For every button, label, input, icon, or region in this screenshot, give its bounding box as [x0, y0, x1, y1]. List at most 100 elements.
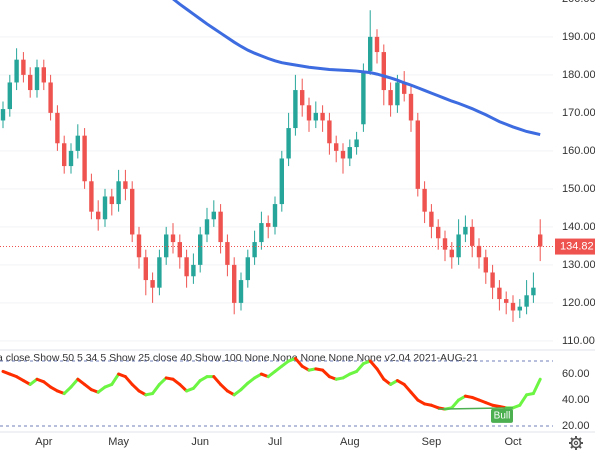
oscillator-segment: [368, 359, 379, 371]
candles: [0, 0, 543, 322]
oscillator-segment: [151, 382, 161, 396]
candle-body: [164, 234, 169, 258]
indicator-header: a close Show 50 5 34 5 Show 25 close 40 …: [0, 352, 478, 364]
candle-body: [252, 242, 257, 258]
y-tick-label: 40.00: [562, 394, 590, 406]
candle-body: [136, 234, 142, 258]
oscillator-segment: [130, 382, 141, 393]
candle-body: [402, 82, 407, 94]
candle-body: [340, 150, 346, 159]
candle-body: [41, 67, 46, 83]
x-tick-label: Aug: [340, 436, 360, 448]
candle-body: [429, 211, 434, 227]
candle-body: [300, 90, 305, 106]
candle-body: [211, 211, 216, 220]
candle-body: [538, 234, 543, 247]
candle-body: [89, 181, 94, 212]
candle-body: [476, 245, 482, 258]
candle-body: [245, 257, 250, 281]
candle-body: [463, 226, 468, 235]
oscillator-segment: [219, 382, 229, 393]
y-tick-label: 140.00: [562, 221, 595, 233]
candle-body: [395, 82, 400, 106]
candle-body: [279, 158, 284, 205]
oscillator-segment: [450, 398, 461, 410]
candle-body: [109, 196, 114, 205]
candle-body: [483, 257, 488, 273]
candle-body: [204, 219, 210, 235]
candle-body: [368, 36, 373, 72]
x-tick-label: Apr: [35, 436, 52, 448]
moving-average: [172, 0, 541, 136]
settings-icon[interactable]: [569, 436, 583, 450]
candle-body: [218, 211, 223, 243]
candle-body: [75, 135, 80, 151]
candle-body: [510, 302, 516, 311]
y-tick-label: 60.00: [562, 368, 590, 380]
y-tick-label: 150.00: [562, 183, 595, 195]
x-tick-label: May: [108, 436, 129, 448]
candle-body: [82, 135, 87, 182]
candle-body: [68, 150, 74, 167]
candle-body: [422, 188, 427, 212]
candle-body: [55, 112, 60, 144]
oscillator-segment: [402, 382, 413, 394]
candle-body: [191, 264, 196, 277]
candle-body: [334, 143, 339, 151]
oscillator-segment: [191, 379, 202, 390]
candle-body: [306, 105, 312, 121]
candle-body: [374, 36, 380, 53]
y-tick-label: 120.00: [562, 297, 595, 309]
candle-body: [184, 257, 189, 277]
oscillator-segment: [375, 367, 386, 381]
candle-body: [313, 112, 318, 121]
x-tick-label: Sep: [422, 436, 442, 448]
candle-body: [449, 249, 454, 258]
y-tick-label: 190.00: [562, 31, 595, 43]
oscillator-segment: [123, 375, 134, 386]
candle-body: [517, 306, 522, 311]
candle-body: [225, 242, 230, 265]
oscillator-segment: [69, 377, 80, 389]
candle-body: [354, 139, 359, 148]
candle-body: [170, 234, 176, 243]
candle-body: [150, 280, 155, 288]
candle-body: [347, 147, 352, 159]
oscillator-segment: [212, 375, 223, 386]
y-tick-label: 200.00: [562, 0, 595, 5]
y-tick-label: 130.00: [562, 259, 595, 271]
candle-body: [436, 226, 441, 239]
candle-body: [143, 257, 148, 281]
candle-body: [456, 234, 461, 258]
candle-body: [272, 204, 278, 227]
y-tick-label: 170.00: [562, 107, 595, 119]
candle-body: [157, 257, 162, 288]
candle-body: [14, 59, 19, 83]
oscillator-segment: [293, 356, 304, 368]
candle-body: [34, 67, 40, 91]
candle-body: [293, 90, 298, 129]
oscillator-segment: [321, 368, 331, 379]
candle-body: [415, 120, 420, 189]
oscillator-segment: [409, 390, 420, 402]
candle-body: [388, 90, 393, 106]
candle-body: [0, 109, 6, 121]
divergence-label: Bull: [494, 410, 511, 421]
candle-body: [130, 188, 135, 235]
candle-body: [62, 143, 67, 167]
candle-body: [177, 242, 182, 258]
candle-body: [21, 59, 26, 75]
y-tick-label: 20.00: [562, 420, 590, 432]
candle-body: [232, 264, 237, 303]
oscillator-segment: [178, 382, 189, 393]
last-price-box: [555, 238, 595, 255]
oscillator-segment: [157, 376, 168, 386]
oscillator-segment: [62, 385, 73, 396]
candle-body: [96, 211, 101, 220]
last-price-label: 134.82: [560, 240, 594, 252]
y-tick-label: 160.00: [562, 145, 595, 157]
divergence-line: [438, 407, 514, 410]
oscillator-segment: [239, 381, 250, 392]
candle-body: [116, 181, 121, 205]
